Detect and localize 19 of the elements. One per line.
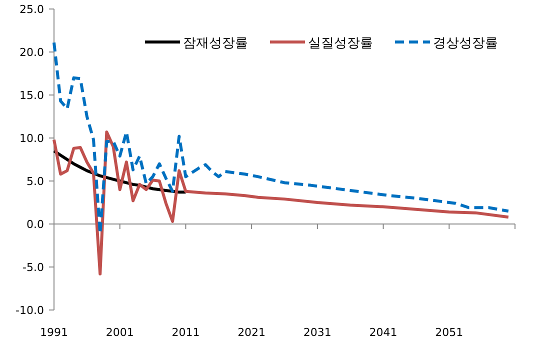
y-tick-label: 10.0: [20, 132, 44, 145]
y-tick-label: 20.0: [20, 46, 44, 59]
x-tick-label: 2001: [106, 326, 134, 339]
legend-label: 잠재성장률: [183, 36, 248, 51]
y-tick-label: 25.0: [20, 3, 44, 16]
legend-label: 실질성장률: [308, 36, 373, 51]
x-tick-label: 1991: [40, 326, 68, 339]
y-tick-label: 5.0: [26, 175, 44, 188]
x-tick-label: 2011: [172, 326, 200, 339]
line-series: [52, 130, 510, 276]
legend-label: 경상성장률: [433, 36, 498, 51]
x-tick-label: 2051: [435, 326, 464, 339]
x-tick-label: 2021: [238, 326, 266, 339]
y-tick-label: -5.0: [22, 261, 44, 274]
x-tick-label: 2031: [303, 326, 332, 339]
x-tick-label: 2041: [369, 326, 398, 339]
y-tick-label: -10.0: [16, 304, 44, 317]
y-tick-label: 0.0: [26, 218, 44, 231]
y-tick-label: 15.0: [20, 89, 44, 102]
